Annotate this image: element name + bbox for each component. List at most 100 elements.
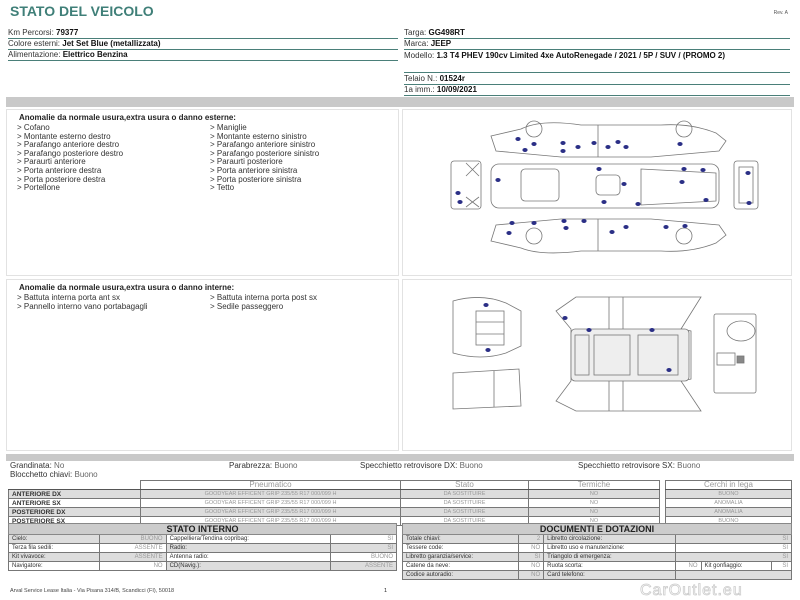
damage-marker (615, 140, 621, 144)
documenti-label: Libretto circolazione: (543, 534, 677, 544)
damage-marker (746, 201, 752, 205)
damage-marker (623, 145, 629, 149)
damage-marker (605, 145, 611, 149)
imm-row: 1a imm.: 10/09/2021 (404, 85, 790, 96)
interior-diagram-panel (402, 279, 792, 451)
stato-interno-value: SI (329, 534, 398, 544)
documenti-title: DOCUMENTI E DOTAZIONI (402, 523, 792, 535)
watermark-logo: CarOutlet.eu (640, 582, 743, 600)
exterior-list-panel: Anomalie da normale usura,extra usura o … (6, 109, 399, 276)
damage-marker (531, 221, 537, 225)
documenti-label: Libretto garanzia/service: (401, 552, 520, 562)
colore-value: Jet Set Blue (metallizzata) (62, 39, 161, 48)
stato-interno-value: BUONO (329, 552, 398, 562)
tyre-header-pneumatico: Pneumatico (140, 480, 401, 490)
documenti-value: NO (675, 561, 702, 571)
damage-list-item: > Parafango anteriore destro (17, 140, 120, 150)
damage-marker (681, 167, 687, 171)
marca-row: Marca: JEEP (404, 39, 790, 50)
documenti-label: Totale chiavi: (401, 534, 520, 544)
damage-list-item: > Porta anteriore sinistra (210, 165, 298, 175)
damage-marker (663, 225, 669, 229)
rim-state: BUONO (665, 489, 792, 499)
exterior-list-col1: > Cofano > Montante esterno destro > Paraf… (17, 123, 124, 193)
documenti-label: Ruota scorta: (543, 561, 677, 571)
damage-list-item: > Parafango posteriore destro (17, 148, 124, 158)
tyre-termiche: NO (528, 489, 660, 499)
damage-marker (495, 178, 501, 182)
specchietto-dx: Specchietto retrovisore DX: Buono (360, 462, 483, 470)
imm-value: 10/09/2021 (436, 85, 477, 94)
damage-marker (575, 145, 581, 149)
damage-marker (485, 348, 491, 352)
documenti-value: NO (518, 570, 545, 580)
specchietto-sx-label: Specchietto retrovisore SX: (578, 461, 675, 470)
tyre-row: ANTERIORE SX GOODYEAR EFFICENT GRIP 235/5… (8, 498, 660, 508)
damage-marker (509, 221, 515, 225)
alimentazione-value: Elettrico Benzina (62, 50, 128, 59)
documenti-label: Triangolo di emergenza: (543, 552, 677, 562)
stato-interno-row: Terza fila sedili: ASSENTE Radio: SI (7, 543, 398, 553)
damage-marker (649, 328, 655, 332)
interior-list-panel: Anomalie da normale usura,extra usura o … (6, 279, 399, 451)
tyre-position: ANTERIORE DX (8, 489, 141, 499)
damage-marker (700, 168, 706, 172)
damage-marker (682, 224, 688, 228)
damage-marker (601, 200, 607, 204)
damage-marker (745, 171, 751, 175)
blocchetto: Blocchetto chiavi: Buono (10, 471, 98, 479)
tyre-stato: DA SOSTITUIRE (400, 489, 529, 499)
exterior-car-diagram (450, 120, 759, 254)
tyre-row: ANTERIORE DX GOODYEAR EFFICENT GRIP 235/5… (8, 489, 660, 499)
parabrezza-value: Buono (274, 461, 298, 470)
tyre-stato: DA SOSTITUIRE (400, 507, 529, 517)
tyre-header-stato: Stato (400, 480, 529, 490)
modello-label: Modello: (404, 51, 435, 60)
stato-interno-value: ASSENTE (99, 543, 167, 553)
tyre-stato: DA SOSTITUIRE (400, 498, 529, 508)
documenti-value: 2 (518, 534, 545, 544)
colore-label: Colore esterni: (8, 39, 61, 48)
tyre-termiche: NO (528, 507, 660, 517)
stato-interno-table: STATO INTERNO Cielo: BUONO Cappelliera/Ten… (7, 523, 398, 571)
specchietto-dx-value: Buono (459, 461, 483, 470)
alimentazione-label: Alimentazione: (8, 50, 61, 59)
rim-row: ANOMALIA (665, 498, 792, 508)
damage-marker (562, 316, 568, 320)
damage-list-item: > Porta posteriore sinistra (210, 174, 302, 184)
tyre-header-cerchi: Cerchi in lega (665, 480, 792, 490)
damage-marker (483, 303, 489, 307)
stato-interno-value: BUONO (99, 534, 167, 544)
tyre-model: GOODYEAR EFFICENT GRIP 235/55 R17 000/09… (140, 498, 401, 508)
stato-interno-label: Antenna radio: (165, 552, 331, 562)
stato-interno-label: Cielo: (7, 534, 101, 544)
tyre-termiche: NO (528, 498, 660, 508)
tyre-position: POSTERIORE DX (8, 507, 141, 517)
damage-list-item: > Parafango posteriore sinistro (210, 148, 320, 158)
documenti-row: Catene da neve: NO Ruota scorta: NO Kit gonf… (401, 561, 792, 571)
damage-marker (623, 225, 629, 229)
tyre-position: ANTERIORE SX (8, 498, 141, 508)
damage-marker (455, 191, 461, 195)
tyre-model: GOODYEAR EFFICENT GRIP 235/55 R17 000/09… (140, 507, 401, 517)
documenti-label: Card telefono: (543, 570, 677, 580)
interior-heading: Anomalie da normale usura,extra usura o … (19, 283, 235, 292)
documenti-label: Kit gonfiaggio: (700, 561, 773, 571)
grandinata-label: Grandinata: (10, 461, 52, 470)
marca-value: JEEP (430, 39, 452, 48)
damage-marker (581, 219, 587, 223)
rims-table: Cerchi in lega BUONO ANOMALIA ANOMALIA BUON… (665, 480, 792, 526)
damage-marker (522, 148, 528, 152)
damage-marker (563, 226, 569, 230)
documenti-value: NO (518, 561, 545, 571)
modello-row: Modello: 1.3 T4 PHEV 190cv Limited 4xe A… (404, 50, 790, 73)
damage-marker (591, 141, 597, 145)
stato-interno-row: Cielo: BUONO Cappelliera/Tendina copribag:… (7, 534, 398, 544)
specchietto-sx: Specchietto retrovisore SX: Buono (578, 462, 700, 470)
alimentazione-row: Alimentazione: Elettrico Benzina (8, 50, 398, 61)
revision-label: Rev. A (773, 10, 788, 16)
stato-interno-row: Kit vivavoce: ASSENTE Antenna radio: BUONO (7, 552, 398, 562)
documenti-table: DOCUMENTI E DOTAZIONI Totale chiavi: 2 Lib… (401, 523, 792, 580)
damage-marker (621, 182, 627, 186)
damage-list-item: > Battuta interna porta ant sx (17, 293, 120, 302)
